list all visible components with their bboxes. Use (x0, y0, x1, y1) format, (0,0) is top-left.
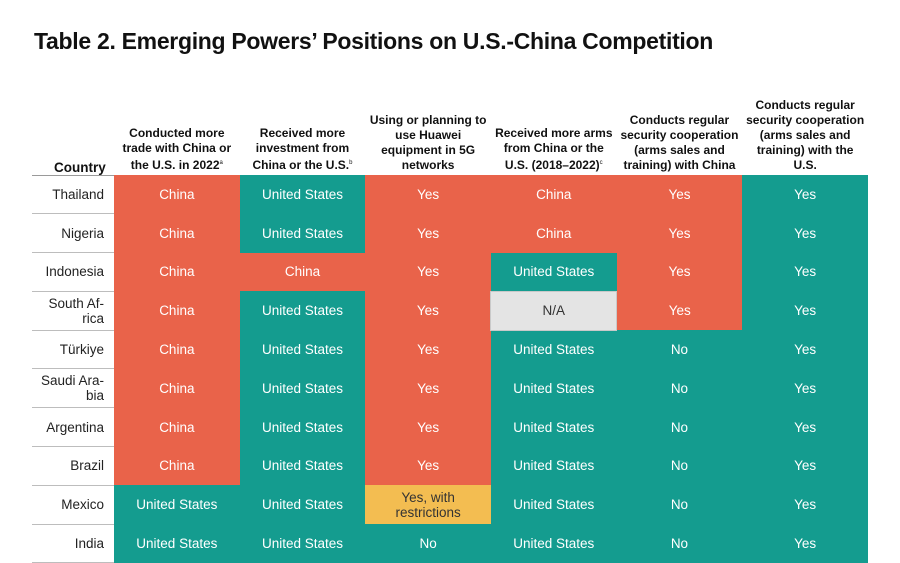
investment-cell: United States (239, 213, 366, 253)
security-us-cell: Yes (742, 252, 868, 292)
huawei-cell: Yes (365, 213, 491, 253)
huawei-cell: Yes, with restrictions (365, 485, 491, 525)
arms-cell: United States (490, 446, 617, 486)
trade-cell: United States (114, 524, 240, 563)
security-us-cell: Yes (742, 368, 868, 408)
footnote-b: b (349, 160, 353, 166)
security-china-cell: Yes (616, 291, 743, 331)
arms-cell: China (490, 213, 617, 253)
trade-cell: China (114, 368, 240, 408)
security-us-cell: Yes (742, 330, 868, 369)
column-header-arms: Received more arms from China or the U.S… (495, 126, 613, 172)
trade-cell: China (114, 291, 240, 331)
security-china-cell: Yes (616, 252, 743, 292)
investment-cell: China (239, 252, 366, 292)
investment-cell: United States (239, 368, 366, 408)
huawei-cell: Yes (365, 407, 491, 447)
arms-cell: United States (490, 330, 617, 369)
security-us-cell: Yes (742, 524, 868, 563)
country-cell: Nigeria (32, 213, 114, 254)
trade-cell: United States (114, 485, 240, 525)
trade-cell: China (114, 330, 240, 369)
arms-cell: United States (490, 485, 617, 525)
arms-cell: China (490, 175, 617, 214)
security-china-cell: No (616, 368, 743, 408)
table-row: Mexico United States United States Yes, wit… (32, 485, 868, 525)
arms-cell: United States (490, 368, 617, 408)
footnote-a: a (219, 160, 223, 166)
huawei-cell: Yes (365, 252, 491, 292)
country-cell: Saudi Ara-bia (32, 368, 114, 409)
country-cell: Mexico (32, 485, 114, 525)
table-row: India United States United States No United … (32, 524, 868, 563)
country-cell: Argentina (32, 407, 114, 448)
investment-cell: United States (239, 330, 366, 369)
security-us-cell: Yes (742, 485, 868, 525)
huawei-cell: Yes (365, 330, 491, 369)
security-us-cell: Yes (742, 213, 868, 253)
table-row: Argentina China United States Yes United Sta… (32, 407, 868, 448)
huawei-cell: Yes (365, 291, 491, 331)
huawei-cell: Yes (365, 368, 491, 408)
arms-cell: United States (490, 524, 617, 563)
arms-cell: United States (490, 252, 617, 292)
table-body: Thailand China United States Yes China Yes Yes… (32, 175, 868, 563)
country-cell: Thailand (32, 175, 114, 215)
security-china-cell: Yes (616, 175, 743, 214)
table-title: Table 2. Emerging Powers’ Positions on U… (34, 28, 714, 54)
investment-cell: United States (239, 446, 366, 486)
security-us-cell: Yes (742, 446, 868, 486)
arms-cell: N/A (490, 290, 618, 331)
security-china-cell: No (616, 330, 743, 369)
investment-cell: United States (239, 407, 366, 447)
investment-cell: United States (239, 291, 366, 331)
security-us-cell: Yes (742, 407, 868, 447)
column-header-investment: Received more investment from China or t… (252, 126, 353, 172)
security-china-cell: No (616, 446, 743, 486)
security-china-cell: No (616, 407, 743, 447)
investment-cell: United States (239, 524, 366, 563)
trade-cell: China (114, 175, 240, 214)
column-header-security-us: Conducts regular security cooperation (a… (746, 98, 865, 172)
trade-cell: China (114, 446, 240, 486)
table-row: Thailand China United States Yes China Yes Yes (32, 175, 868, 215)
country-cell: Brazil (32, 446, 114, 486)
trade-cell: China (114, 252, 240, 292)
security-us-cell: Yes (742, 175, 868, 214)
country-cell: South Af-rica (32, 291, 114, 331)
security-china-cell: Yes (616, 213, 743, 253)
security-us-cell: Yes (742, 291, 868, 331)
header-row: Country Conducted more trade with China … (32, 98, 868, 176)
column-header-security-china: Conducts regular security cooperation (a… (620, 113, 739, 172)
table-row: Türkiye China United States Yes United State… (32, 330, 868, 370)
security-china-cell: No (616, 524, 743, 563)
huawei-cell: Yes (365, 446, 491, 486)
trade-cell: China (114, 213, 240, 253)
investment-cell: United States (239, 485, 366, 525)
country-cell: India (32, 524, 114, 563)
huawei-cell: No (365, 524, 491, 563)
trade-cell: China (114, 407, 240, 447)
arms-cell: United States (490, 407, 617, 447)
column-header-trade: Conducted more trade with China or the U… (122, 126, 232, 172)
footnote-c: c (599, 160, 603, 166)
table-row: Brazil China United States Yes United States… (32, 446, 868, 486)
country-cell: Indonesia (32, 252, 114, 292)
table-row: South Af-rica China United States Yes N/A Yes… (32, 290, 868, 331)
table-row: Saudi Ara-bia China United States Yes United… (32, 368, 868, 409)
column-header-country: Country (32, 98, 114, 176)
country-cell: Türkiye (32, 330, 114, 370)
security-china-cell: No (616, 485, 743, 525)
huawei-cell: Yes (365, 175, 491, 214)
table-row: Indonesia China China Yes United States Yes Ye… (32, 252, 868, 292)
column-header-huawei: Using or planning to use Huawei equipmen… (369, 113, 487, 172)
table-row: Nigeria China United States Yes China Yes Yes (32, 213, 868, 254)
investment-cell: United States (239, 175, 366, 214)
positions-table: Country Conducted more trade with China … (32, 98, 868, 563)
